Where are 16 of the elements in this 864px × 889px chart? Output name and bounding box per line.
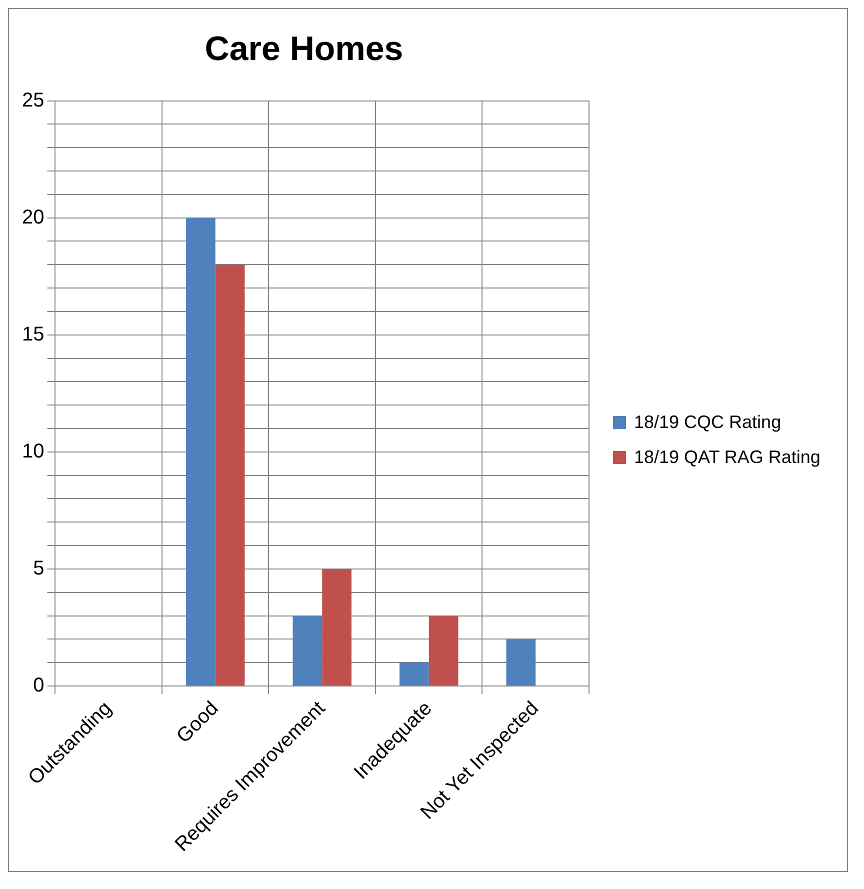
chart-title: Care Homes	[204, 30, 404, 68]
bar	[292, 616, 322, 686]
bar	[400, 662, 429, 686]
bar	[428, 616, 458, 686]
bar	[322, 568, 352, 686]
y-tick-label: 20	[22, 206, 44, 228]
bar	[506, 639, 536, 686]
legend-label: 18/19 QAT RAG Rating	[634, 447, 820, 468]
y-tick-label: 5	[33, 557, 44, 580]
bar	[186, 218, 216, 686]
legend-label: 18/19 CQC Rating	[634, 412, 782, 433]
y-tick-label: 0	[33, 674, 44, 696]
bar	[215, 264, 245, 686]
y-tick-label: 10	[22, 440, 44, 462]
y-tick-label: 15	[22, 323, 44, 346]
y-tick-label: 25	[22, 89, 44, 112]
